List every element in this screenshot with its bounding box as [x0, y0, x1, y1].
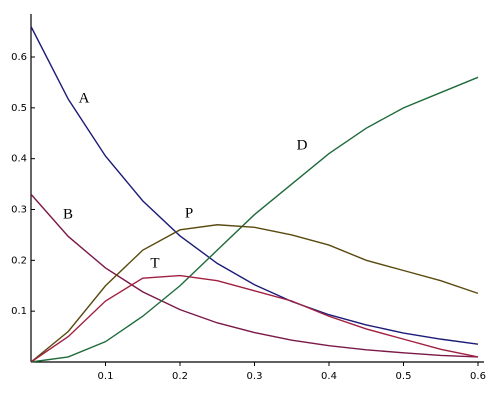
- y-tick-label: 0.1: [11, 306, 27, 317]
- x-tick-label: 0.5: [396, 371, 412, 382]
- curve-label: B: [63, 206, 73, 222]
- x-tick-label: 0.6: [470, 371, 486, 382]
- x-tick-label: 0.3: [247, 371, 263, 382]
- curve: [30, 274, 479, 363]
- curve-label: P: [185, 205, 193, 221]
- x-tick-label: 0.4: [321, 371, 337, 382]
- curve: [30, 193, 479, 358]
- x-tick-label: 0.1: [98, 371, 114, 382]
- y-tick-label: 0.3: [11, 205, 27, 216]
- curve: [30, 224, 479, 363]
- curve-label: T: [150, 255, 159, 271]
- y-tick-label: 0.6: [11, 52, 27, 63]
- curve: [30, 76, 479, 363]
- curve: [30, 26, 479, 345]
- y-tick-label: 0.2: [11, 255, 27, 266]
- y-tick-label: 0.4: [11, 154, 27, 165]
- y-tick-label: 0.5: [11, 103, 27, 114]
- curve-label: D: [297, 137, 308, 153]
- curve-label: A: [79, 90, 90, 106]
- x-tick-label: 0.2: [172, 371, 188, 382]
